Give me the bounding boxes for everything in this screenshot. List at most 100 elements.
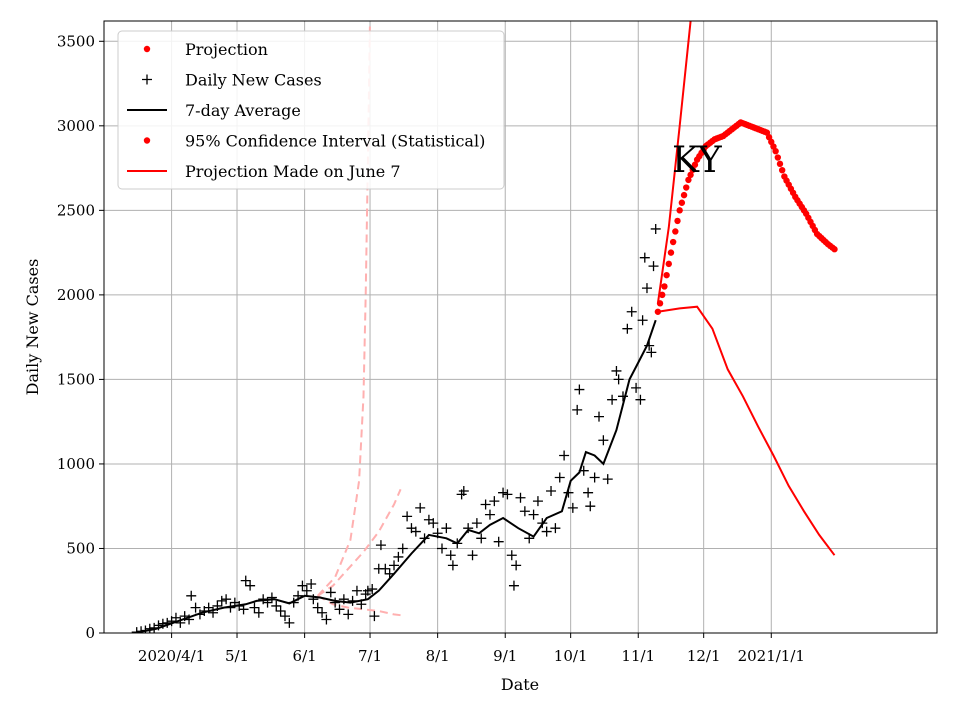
daily-cases-point — [650, 223, 661, 234]
x-tick-label: 2020/4/1 — [138, 647, 205, 665]
daily-cases-point — [428, 518, 439, 529]
projection-point — [772, 147, 779, 155]
daily-cases-point — [325, 587, 336, 598]
june-mid-line — [317, 488, 402, 597]
daily-cases-point — [321, 614, 332, 625]
daily-cases-point — [589, 472, 600, 483]
daily-cases-point — [611, 365, 622, 376]
y-tick-label: 0 — [85, 624, 95, 642]
daily-cases-point — [306, 578, 317, 589]
daily-cases-point — [567, 502, 578, 513]
ci-lower-line — [657, 305, 836, 556]
daily-cases-point — [301, 585, 312, 596]
daily-cases-point — [271, 600, 282, 611]
daily-cases-point — [190, 602, 201, 613]
daily-cases-point — [563, 487, 574, 498]
daily-cases-point — [554, 472, 565, 483]
daily-cases-point — [266, 592, 277, 603]
daily-cases-point — [308, 594, 319, 605]
projection-point — [685, 176, 692, 184]
daily-cases-point — [508, 580, 519, 591]
x-tick-label: 5/1 — [225, 647, 249, 665]
daily-cases-point — [184, 614, 195, 625]
daily-cases-point — [238, 604, 249, 615]
daily-cases-point — [312, 602, 323, 613]
daily-cases-point — [153, 620, 164, 631]
daily-cases-point — [157, 618, 168, 629]
legend-label-ci: 95% Confidence Interval (Statistical) — [185, 132, 485, 151]
legend-label-daily: Daily New Cases — [185, 71, 322, 90]
daily-cases-point — [445, 550, 456, 561]
daily-cases-point — [279, 611, 290, 622]
daily-cases-point — [559, 450, 570, 461]
daily-cases-point — [476, 533, 487, 544]
daily-cases-point — [140, 625, 151, 633]
x-tick-label: 2021/1/1 — [738, 647, 805, 665]
daily-cases-point — [208, 607, 219, 618]
daily-cases-point — [458, 485, 469, 496]
daily-cases-point — [410, 526, 421, 537]
daily-cases-point — [594, 411, 605, 422]
daily-cases-point — [249, 602, 260, 613]
daily-cases-point — [436, 543, 447, 554]
x-tick-label: 7/1 — [358, 647, 382, 665]
daily-cases-point — [393, 551, 404, 562]
daily-cases-point — [338, 594, 349, 605]
daily-cases-point — [432, 528, 443, 539]
legend: Projection Daily New Cases 7-day Average 95… — [117, 30, 505, 190]
projection-point — [689, 166, 696, 173]
daily-cases-point — [515, 492, 526, 503]
legend-label-june: Projection Made on June 7 — [185, 162, 401, 181]
daily-cases-point — [419, 533, 430, 544]
daily-cases-point — [397, 543, 408, 554]
chart-annotation-state: KY — [672, 140, 723, 181]
daily-cases-point — [351, 585, 362, 596]
y-tick-label: 2500 — [57, 201, 95, 219]
daily-cases-point — [144, 623, 155, 633]
daily-cases-point — [162, 617, 173, 628]
daily-cases-point — [631, 382, 642, 393]
projection-point — [676, 207, 683, 214]
daily-cases-point — [637, 315, 648, 326]
daily-cases-point — [617, 391, 628, 402]
legend-label-projection: Projection — [185, 40, 268, 59]
daily-cases-point — [131, 627, 142, 633]
daily-cases-point — [380, 563, 391, 574]
daily-cases-point — [334, 604, 345, 615]
daily-cases-point — [288, 597, 299, 608]
daily-cases-point — [572, 404, 583, 415]
projection-point — [656, 300, 664, 307]
daily-cases-point — [639, 252, 650, 263]
projection-point — [659, 291, 666, 299]
daily-cases-point — [489, 496, 500, 507]
daily-cases-point — [528, 509, 539, 520]
daily-cases-point — [297, 580, 308, 591]
legend-label-avg: 7-day Average — [185, 101, 301, 120]
daily-cases-point — [635, 394, 646, 405]
daily-cases-point — [253, 607, 264, 618]
y-tick-label: 3000 — [57, 117, 95, 135]
daily-cases-point — [415, 502, 426, 513]
projection-point — [661, 283, 668, 290]
daily-cases-point — [506, 550, 517, 561]
daily-cases-point — [622, 323, 633, 334]
projection-point — [774, 154, 782, 161]
daily-cases-point — [578, 465, 589, 476]
daily-cases-point — [225, 602, 236, 613]
projection-point — [778, 166, 786, 174]
x-tick-label: 10/1 — [554, 647, 588, 665]
daily-cases-point — [598, 435, 609, 446]
daily-cases-point — [498, 487, 509, 498]
x-tick-label: 12/1 — [687, 647, 721, 665]
daily-cases-point — [524, 533, 535, 544]
projection-point — [667, 249, 675, 256]
projection-point — [683, 184, 690, 191]
daily-cases-point — [149, 622, 160, 633]
projection-point — [654, 308, 662, 315]
daily-cases-point — [641, 283, 652, 294]
legend-box — [117, 30, 505, 190]
series-group — [131, 21, 838, 633]
plot-frame — [103, 20, 938, 634]
daily-cases-point — [613, 374, 624, 385]
